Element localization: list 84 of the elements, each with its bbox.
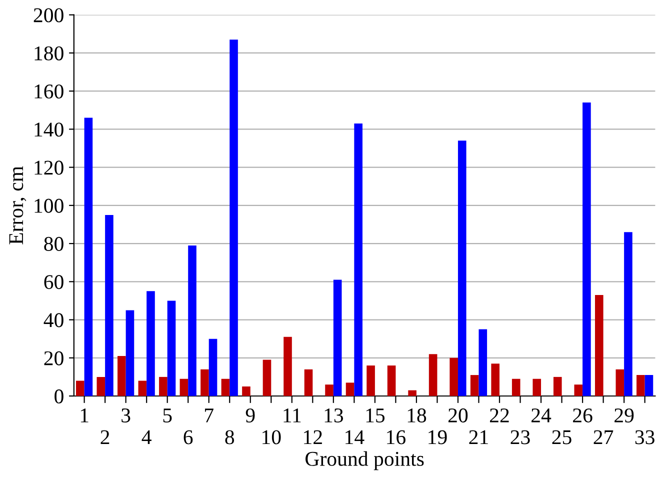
y-axis-title: Error, cm [9, 166, 26, 244]
bar [616, 369, 624, 396]
bar [221, 378, 230, 396]
x-tick-label: 27 [594, 430, 614, 444]
x-tick-label: 12 [304, 430, 322, 444]
bar [491, 364, 500, 396]
bar [346, 382, 354, 396]
y-tick-label: 200 [34, 8, 64, 22]
bar [167, 300, 176, 396]
x-tick-label: 29 [614, 408, 634, 422]
bar [230, 40, 238, 396]
y-tick-label: 100 [34, 198, 64, 213]
bar [574, 384, 583, 396]
y-tick-label: 40 [44, 313, 64, 328]
bar [118, 356, 126, 396]
bar [624, 232, 632, 396]
bar [76, 380, 84, 396]
bar [366, 366, 375, 396]
x-tick-label: 8 [225, 430, 234, 444]
x-tick-label: 33 [635, 430, 654, 444]
bar [470, 375, 479, 396]
bar [84, 118, 93, 396]
x-tick-label: 24 [532, 408, 552, 422]
bar [188, 245, 196, 396]
bar [582, 102, 591, 396]
bar [180, 378, 188, 396]
y-tick-label: 60 [44, 275, 64, 290]
x-tick-label: 22 [490, 408, 509, 422]
x-tick-label: 6 [184, 430, 193, 444]
x-tick-label: 23 [510, 430, 530, 444]
y-tick-label: 20 [44, 351, 64, 366]
x-tick-label: 13 [324, 408, 344, 422]
x-tick-label: 7 [205, 408, 214, 422]
y-tick-label: 80 [44, 236, 64, 251]
bar [146, 291, 155, 396]
bar [333, 280, 342, 396]
bar [304, 369, 313, 396]
bar [532, 378, 542, 396]
x-tick-label: 10 [262, 430, 281, 444]
bar [644, 375, 654, 396]
bar [636, 375, 645, 396]
bar [408, 390, 416, 396]
y-tick-label: 0 [54, 389, 64, 404]
x-tick-label: 5 [163, 408, 172, 422]
y-tick-label: 160 [34, 84, 64, 99]
bar [126, 310, 134, 396]
bar [96, 376, 106, 396]
x-tick-label: 11 [284, 408, 301, 422]
bar [242, 386, 250, 396]
bar [138, 380, 147, 396]
bar [200, 369, 209, 396]
bar [105, 214, 114, 396]
x-tick-label: 20 [448, 408, 468, 422]
bar [512, 378, 520, 396]
x-tick-label: 1 [80, 408, 88, 422]
x-axis-title: Ground points [306, 451, 424, 470]
x-tick-label: 3 [122, 408, 130, 422]
y-tick-label: 180 [34, 46, 64, 60]
bar [450, 358, 458, 396]
bar [159, 376, 168, 396]
bar [325, 384, 334, 396]
x-tick-label: 25 [552, 430, 572, 444]
x-tick-label: 16 [387, 430, 406, 444]
y-tick-label: 140 [34, 122, 64, 137]
bar [284, 336, 292, 396]
x-tick-label: 18 [408, 408, 426, 422]
bar [208, 338, 218, 396]
bar [354, 123, 362, 396]
bar [553, 376, 562, 396]
y-tick-label: 120 [34, 160, 64, 175]
bar [262, 360, 272, 396]
x-tick-label: 26 [573, 408, 592, 422]
bar [387, 366, 396, 396]
bar [458, 140, 466, 396]
x-tick-label: 15 [366, 408, 385, 422]
x-tick-label: 4 [142, 430, 152, 444]
x-tick-label: 21 [469, 430, 488, 444]
bar [594, 294, 604, 396]
x-tick-label: 19 [428, 430, 447, 444]
x-tick-label: 14 [346, 430, 364, 444]
bar [428, 354, 438, 396]
x-tick-label: 2 [100, 430, 110, 444]
x-tick-label: 9 [246, 408, 255, 422]
bar [478, 329, 488, 396]
